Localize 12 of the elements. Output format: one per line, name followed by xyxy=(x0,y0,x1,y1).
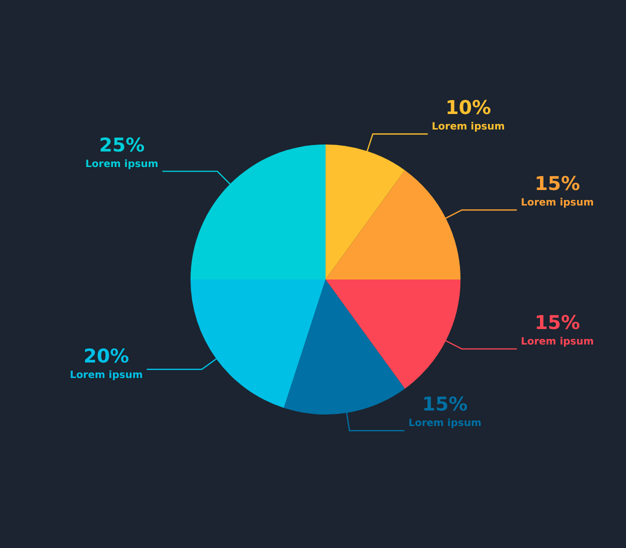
data-label: 20% xyxy=(84,345,130,368)
data-label: 10% xyxy=(446,96,492,119)
slice-label: Lorem ipsum xyxy=(85,158,158,170)
data-label: 15% xyxy=(534,173,580,196)
slice-label: Lorem ipsum xyxy=(432,121,505,132)
data-label: 15% xyxy=(422,394,468,416)
data-label: 25% xyxy=(99,134,145,156)
slice-label: Lorem ipsum xyxy=(520,198,594,209)
slice-label: Lorem ipsum xyxy=(520,336,594,348)
data-label: 15% xyxy=(534,312,580,334)
slice-label: Lorem ipsum xyxy=(408,418,482,430)
slice-label: Lorem ipsum xyxy=(70,370,143,381)
